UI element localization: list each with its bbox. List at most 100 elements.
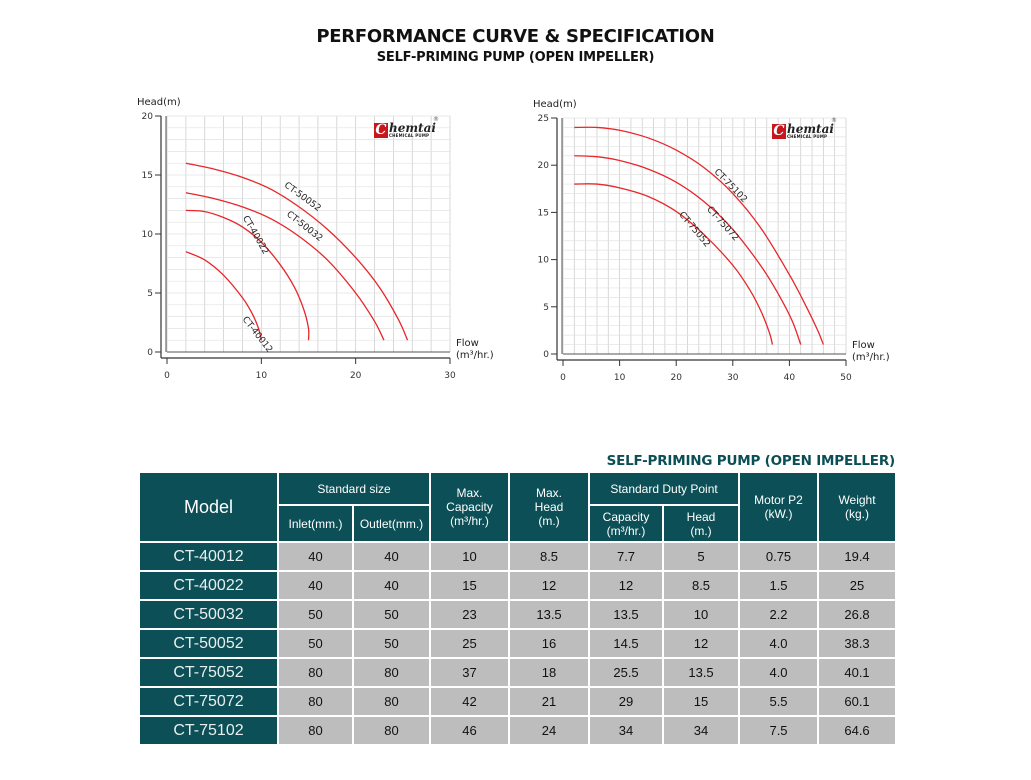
curve-ct-50032 xyxy=(185,192,385,341)
header-duty-point: Standard Duty Point xyxy=(588,471,741,506)
cell-duty-capacity: 7.7 xyxy=(588,541,665,572)
x-tick-label: 40 xyxy=(784,373,796,383)
cell-duty-capacity: 34 xyxy=(588,715,665,746)
y-tick-label: 0 xyxy=(543,350,549,360)
header-max-capacity: Max. Capacity (m³/hr.) xyxy=(429,471,511,543)
curve-ct-50052 xyxy=(185,162,409,341)
cell-motor: 0.75 xyxy=(738,541,820,572)
curve-label: CT-75102 xyxy=(712,167,749,205)
specification-table: Model Standard size Max. Capacity (m³/hr.)… xyxy=(138,471,898,746)
logo-name: hemtai xyxy=(787,122,834,136)
table-row: CT-40022 40 40 15 12 12 8.5 1.5 25 xyxy=(138,570,898,601)
header-outlet: Outlet(mm.) xyxy=(351,504,432,543)
curve-ct-40022 xyxy=(185,209,310,341)
table-title: SELF-PRIMING PUMP (OPEN IMPELLER) xyxy=(606,453,896,469)
header-model: Model xyxy=(138,471,279,543)
cell-duty-head: 13.5 xyxy=(662,657,741,688)
header-inlet: Inlet(mm.) xyxy=(277,504,354,543)
logo-name: hemtai xyxy=(389,121,436,135)
cell-motor: 2.2 xyxy=(738,599,820,630)
cell-duty-capacity: 14.5 xyxy=(588,628,665,659)
x-tick-label: 30 xyxy=(727,373,739,383)
x-tick-label: 0 xyxy=(164,371,170,381)
x-tick-label: 30 xyxy=(444,371,456,381)
x-axis-label: Flow xyxy=(456,338,479,349)
cell-max-head: 21 xyxy=(508,686,591,717)
table-row: CT-50052 50 50 25 16 14.5 12 4.0 38.3 xyxy=(138,628,898,659)
y-tick-label: 20 xyxy=(142,112,154,122)
cell-max-head: 8.5 xyxy=(508,541,591,572)
y-tick-label: 10 xyxy=(142,230,154,240)
x-tick-label: 20 xyxy=(350,371,362,381)
cell-duty-capacity: 25.5 xyxy=(588,657,665,688)
cell-weight: 60.1 xyxy=(817,686,898,717)
cell-model: CT-75072 xyxy=(138,686,279,717)
x-axis-unit: (m³/hr.) xyxy=(852,352,890,363)
chart-2: 0 5 10 15 20 25 0 10 20 30 40 50 Head(m) Flow(m³/hr.)… xyxy=(533,99,890,383)
cell-max-capacity: 15 xyxy=(429,570,511,601)
brand-logo-2: C hemtai CHEMICAL PUMP ® xyxy=(772,117,837,139)
curve-label: CT-40012 xyxy=(240,315,274,355)
cell-weight: 25 xyxy=(817,570,898,601)
cell-model: CT-40012 xyxy=(138,541,279,572)
cell-motor: 7.5 xyxy=(738,715,820,746)
curve-label: CT-75052 xyxy=(676,210,711,249)
cell-outlet: 50 xyxy=(351,628,432,659)
table-row: CT-50032 50 50 23 13.5 13.5 10 2.2 26.8 xyxy=(138,599,898,630)
cell-duty-capacity: 12 xyxy=(588,570,665,601)
cell-weight: 38.3 xyxy=(817,628,898,659)
cell-outlet: 40 xyxy=(351,570,432,601)
cell-duty-head: 5 xyxy=(662,541,741,572)
curve-ct-40012 xyxy=(185,251,262,341)
cell-duty-capacity: 13.5 xyxy=(588,599,665,630)
cell-model: CT-50052 xyxy=(138,628,279,659)
cell-inlet: 80 xyxy=(277,657,354,688)
x-tick-label: 0 xyxy=(560,373,566,383)
y-tick-label: 15 xyxy=(142,171,153,181)
cell-duty-head: 15 xyxy=(662,686,741,717)
cell-outlet: 80 xyxy=(351,715,432,746)
table-row: CT-75052 80 80 37 18 25.5 13.5 4.0 40.1 xyxy=(138,657,898,688)
cell-outlet: 50 xyxy=(351,599,432,630)
x-tick-label: 50 xyxy=(840,373,852,383)
header-duty-head: Head (m.) xyxy=(662,504,741,543)
curve-label: CT-40022 xyxy=(240,214,270,256)
cell-weight: 40.1 xyxy=(817,657,898,688)
cell-max-head: 16 xyxy=(508,628,591,659)
cell-duty-head: 8.5 xyxy=(662,570,741,601)
cell-motor: 4.0 xyxy=(738,628,820,659)
curve-ct-75052 xyxy=(574,183,774,345)
cell-max-head: 13.5 xyxy=(508,599,591,630)
y-tick-label: 0 xyxy=(147,348,153,358)
cell-weight: 19.4 xyxy=(817,541,898,572)
cell-outlet: 80 xyxy=(351,686,432,717)
y-tick-label: 10 xyxy=(538,256,550,266)
cell-inlet: 40 xyxy=(277,541,354,572)
table-row: CT-75102 80 80 46 24 34 34 7.5 64.6 xyxy=(138,715,898,746)
cell-duty-capacity: 29 xyxy=(588,686,665,717)
cell-motor: 1.5 xyxy=(738,570,820,601)
cell-max-capacity: 42 xyxy=(429,686,511,717)
cell-duty-head: 12 xyxy=(662,628,741,659)
cell-model: CT-50032 xyxy=(138,599,279,630)
logo-mark: C xyxy=(374,122,388,138)
y-axis-label: Head(m) xyxy=(137,97,181,108)
table-row: CT-75072 80 80 42 21 29 15 5.5 60.1 xyxy=(138,686,898,717)
cell-inlet: 80 xyxy=(277,686,354,717)
cell-max-capacity: 25 xyxy=(429,628,511,659)
y-tick-label: 5 xyxy=(543,303,549,313)
cell-model: CT-75052 xyxy=(138,657,279,688)
x-axis-label: Flow xyxy=(852,340,875,351)
x-tick-label: 10 xyxy=(614,373,626,383)
cell-max-head: 12 xyxy=(508,570,591,601)
cell-inlet: 80 xyxy=(277,715,354,746)
cell-max-capacity: 10 xyxy=(429,541,511,572)
page-title: PERFORMANCE CURVE & SPECIFICATION xyxy=(316,26,715,47)
y-tick-label: 5 xyxy=(147,289,153,299)
cell-max-capacity: 37 xyxy=(429,657,511,688)
cell-motor: 4.0 xyxy=(738,657,820,688)
brand-logo: C hemtai CHEMICAL PUMP ® xyxy=(374,116,439,138)
cell-max-capacity: 23 xyxy=(429,599,511,630)
cell-max-capacity: 46 xyxy=(429,715,511,746)
table-row: CT-40012 40 40 10 8.5 7.7 5 0.75 19.4 xyxy=(138,541,898,572)
